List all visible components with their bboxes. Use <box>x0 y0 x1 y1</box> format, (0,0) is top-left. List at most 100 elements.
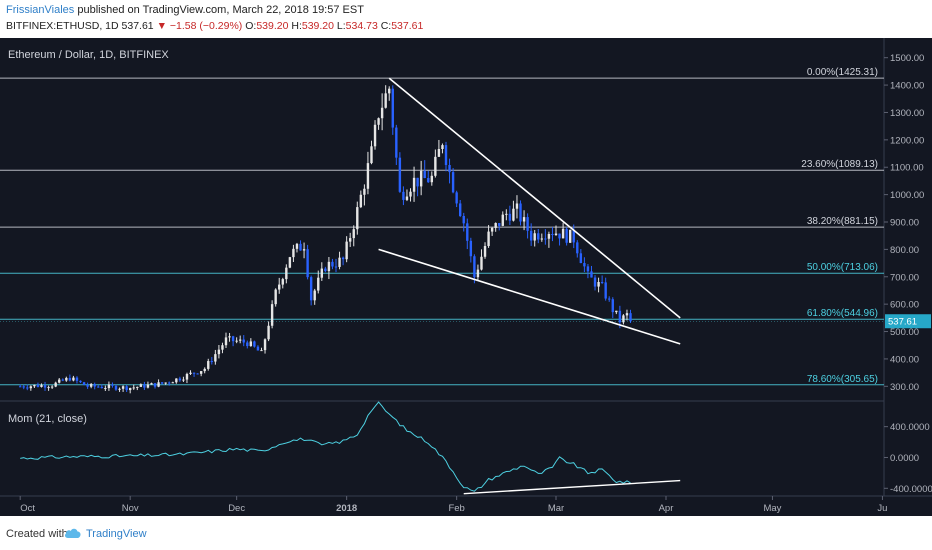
candle-body <box>153 383 157 387</box>
candle-body <box>416 177 419 187</box>
candle <box>483 242 487 259</box>
publish-line: FrissianViales published on TradingView.… <box>6 4 364 16</box>
trendlines-layer <box>378 77 681 345</box>
candle <box>58 378 61 384</box>
fib-level-label: 61.80%(544.96) <box>807 308 878 319</box>
candle-body <box>299 243 302 251</box>
momentum-trendline[interactable] <box>463 479 681 495</box>
candle <box>473 254 476 284</box>
candle <box>79 380 82 383</box>
candle <box>256 345 260 351</box>
candle <box>427 170 430 183</box>
candle <box>203 367 206 374</box>
price-tick-label: 1200.00 <box>890 135 924 146</box>
price-change: −1.58 (−0.29%) <box>169 20 243 32</box>
trendline[interactable] <box>378 248 681 345</box>
candle <box>568 229 572 243</box>
candle-body <box>185 373 189 380</box>
candle <box>572 224 575 249</box>
chart-svg[interactable]: 0.00%(1425.31) 23.60%(1089.13) 38.20%(881.… <box>0 38 932 516</box>
candle <box>217 344 221 359</box>
candle <box>157 379 160 388</box>
close-value: 537.61 <box>391 20 424 32</box>
candle <box>299 240 302 251</box>
candle <box>625 309 629 321</box>
candle-body <box>586 266 590 272</box>
time-tick-label: Nov <box>122 503 139 514</box>
candle <box>487 225 490 248</box>
chart-area[interactable]: 0.00%(1425.31) 23.60%(1089.13) 38.20%(881.… <box>0 38 932 516</box>
candle-body <box>107 384 111 389</box>
candle <box>168 381 171 386</box>
candle <box>554 225 558 236</box>
candle-body <box>171 382 174 384</box>
candle-body <box>377 118 380 125</box>
price-tick-label: 600.00 <box>890 300 919 311</box>
high-label: H: <box>291 20 302 32</box>
candle-body <box>22 386 25 388</box>
symbol-label: BITFINEX:ETHUSD, 1D <box>6 20 119 32</box>
candle <box>295 242 299 253</box>
author-link[interactable]: FrissianViales <box>6 4 75 16</box>
grid-layer <box>0 38 932 497</box>
fib-level-label: 23.60%(1089.13) <box>801 159 878 170</box>
candle <box>384 85 387 109</box>
publish-header: FrissianViales published on TradingView.… <box>0 0 932 38</box>
axes-layer: 1500.00 1400.00 1300.00 1200.00 1100.00 1000.… <box>0 53 932 514</box>
candle-body <box>540 238 544 240</box>
candle <box>306 244 309 280</box>
candle-body <box>366 163 370 189</box>
candle-body <box>544 238 547 240</box>
candle <box>501 211 504 227</box>
candle <box>629 309 632 324</box>
candle <box>128 387 132 394</box>
candle <box>185 372 189 384</box>
candle-body <box>150 383 153 385</box>
candle-body <box>221 345 224 350</box>
tradingview-cloud-icon <box>64 528 81 538</box>
candle-body <box>260 350 263 352</box>
candle <box>448 158 451 184</box>
candle-body <box>455 192 458 204</box>
candle-body <box>348 238 352 242</box>
change-arrow-icon: ▼ <box>156 20 167 32</box>
candle <box>260 347 263 352</box>
candle <box>494 222 497 232</box>
low-value: 534.73 <box>345 20 378 32</box>
candle-body <box>26 387 29 389</box>
candle-body <box>526 217 529 231</box>
candle-body <box>50 386 54 388</box>
candle-body <box>615 310 618 313</box>
candle-body <box>498 223 501 226</box>
candle-body <box>512 208 515 221</box>
candle-body <box>448 164 451 173</box>
candle <box>480 249 483 271</box>
price-panel-title: Ethereum / Dollar, 1D, BITFINEX <box>8 49 169 61</box>
candle <box>253 340 256 348</box>
candle-body <box>388 88 391 94</box>
momentum-layer <box>20 401 681 495</box>
tradingview-brand-link[interactable]: TradingView <box>86 528 147 540</box>
candle-body <box>33 384 36 387</box>
candle <box>565 227 568 246</box>
candle-body <box>189 372 192 374</box>
candle <box>593 275 597 291</box>
candle <box>597 277 600 293</box>
candle <box>235 337 238 344</box>
candle-body <box>363 188 366 195</box>
candle-body <box>324 268 327 272</box>
candle <box>490 226 494 236</box>
fib-level-label: 0.00%(1425.31) <box>807 67 878 78</box>
low-label: L: <box>336 20 346 32</box>
trendline[interactable] <box>388 77 681 319</box>
candle-body <box>458 203 462 216</box>
candle <box>380 93 384 131</box>
candle <box>529 223 533 246</box>
candle <box>121 385 125 392</box>
candle-body <box>611 299 614 313</box>
candle-body <box>473 256 476 278</box>
candle-body <box>561 228 565 239</box>
candle-body <box>320 268 324 278</box>
candle <box>26 384 29 391</box>
candle-body <box>199 371 203 374</box>
